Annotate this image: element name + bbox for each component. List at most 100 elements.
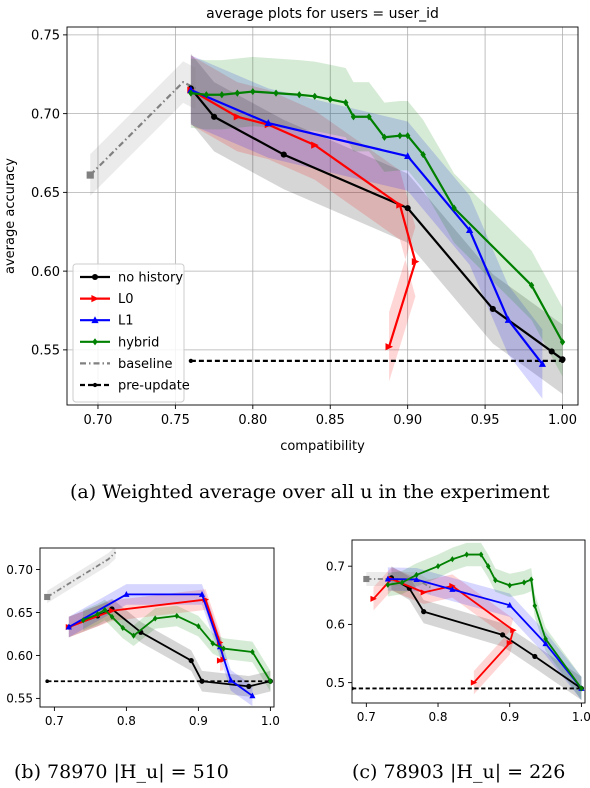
band-baseline — [47, 548, 116, 604]
x-tick-label: 0.9 — [189, 714, 208, 728]
point-hybrid — [312, 92, 318, 100]
y-tick-label: 0.55 — [6, 692, 33, 706]
point-hybrid — [109, 613, 115, 620]
y-tick-label: 0.55 — [31, 344, 60, 359]
point-L1 — [187, 86, 195, 93]
point-hybrid — [464, 551, 470, 558]
series-pre-update — [352, 686, 584, 691]
band-L1 — [190, 55, 543, 399]
y-tick-label: 0.7 — [326, 560, 345, 574]
point-hybrid — [327, 95, 333, 104]
legend-label-pre-update: pre-update — [118, 379, 190, 394]
point-L1 — [198, 591, 206, 597]
point-L0 — [108, 607, 116, 614]
legend-label-no-history: no history — [118, 271, 183, 286]
series-L1 — [187, 86, 546, 367]
point-no-history — [489, 305, 496, 312]
legend-marker-hybrid — [92, 338, 98, 346]
point-L0 — [470, 679, 478, 686]
x-tick-label: 0.70 — [83, 413, 112, 428]
chart-c-frame — [351, 539, 586, 704]
point-hybrid — [221, 645, 226, 652]
x-tick-label: 0.8 — [428, 710, 447, 724]
caption-a-text: (a) Weighted average over all u in the e… — [70, 481, 550, 503]
legend-label-baseline: baseline — [118, 357, 172, 372]
point-hybrid — [521, 579, 527, 586]
caption-a: (a) Weighted average over all u in the e… — [70, 481, 550, 503]
point-hybrid — [203, 91, 210, 99]
chart-a: 0.70 0.75 0.80 0.85 0.90 0.95 1.00 0.55 0.60 0.65… — [3, 6, 579, 454]
point-L0 — [510, 627, 517, 634]
chart-b-frame — [39, 547, 275, 708]
point-no-history — [199, 678, 205, 684]
point-L0 — [449, 582, 456, 590]
point-hybrid — [420, 150, 426, 159]
point-baseline — [86, 171, 94, 179]
point-L0 — [420, 589, 428, 596]
point-no-history — [548, 348, 555, 355]
point-hybrid — [80, 617, 86, 624]
point-L0 — [233, 113, 242, 121]
point-L0 — [311, 141, 319, 149]
point-hybrid — [404, 132, 411, 140]
point-pre-update — [188, 358, 194, 364]
series-line-baseline — [46, 551, 117, 598]
series-baseline — [44, 551, 117, 601]
point-hybrid — [478, 551, 484, 558]
caption-b-text: (b) 78970 |H_u| = 510 — [14, 761, 229, 783]
point-L1 — [449, 586, 456, 592]
x-tick-label: 0.95 — [471, 413, 500, 428]
chart-c-bands — [366, 542, 582, 701]
series-hybrid — [385, 551, 584, 692]
point-hybrid — [579, 685, 584, 692]
chart-a-bands — [90, 53, 563, 399]
point-no-history — [188, 657, 194, 664]
point-hybrid — [131, 632, 136, 639]
legend-label-L1: L1 — [118, 314, 134, 329]
y-tick-label: 0.60 — [31, 265, 60, 280]
x-tick-label: 0.80 — [238, 413, 267, 428]
point-L1 — [249, 692, 256, 699]
point-hybrid — [532, 602, 538, 609]
legend: no history L0 L1 hybrid baseline pre-update — [72, 263, 190, 403]
point-L1 — [65, 623, 72, 630]
band-L0 — [373, 567, 514, 695]
series-L1 — [65, 591, 256, 699]
point-baseline — [44, 593, 51, 601]
point-hybrid — [493, 577, 498, 584]
point-L1 — [264, 119, 272, 126]
series-hybrid — [80, 606, 273, 685]
point-hybrid — [543, 635, 548, 643]
series-line-no-history — [390, 577, 582, 690]
x-tick-label: 0.90 — [393, 413, 422, 428]
point-no-history — [280, 151, 287, 158]
point-hybrid — [435, 563, 441, 570]
legend-marker-no-history — [91, 273, 99, 281]
band-hybrid — [190, 56, 563, 377]
chart-title: average plots for users = user_id — [206, 6, 439, 22]
point-L1 — [404, 152, 412, 160]
legend-label-hybrid: hybrid — [118, 335, 159, 350]
x-tick-label: 0.85 — [316, 413, 345, 428]
point-hybrid — [102, 606, 108, 613]
point-L1 — [466, 226, 474, 234]
y-tick-label: 0.65 — [31, 186, 60, 201]
x-tick-label: 0.7 — [45, 714, 64, 728]
band-hybrid — [387, 542, 582, 701]
point-no-history — [532, 653, 538, 660]
point-hybrid — [528, 281, 535, 289]
point-hybrid — [414, 571, 419, 578]
point-L1 — [506, 601, 513, 608]
band-L0 — [190, 55, 416, 382]
point-L0 — [370, 595, 377, 602]
point-no-history — [559, 356, 566, 363]
point-L0 — [411, 258, 420, 266]
point-hybrid — [268, 678, 273, 685]
point-baseline — [363, 575, 370, 583]
band-L0 — [68, 589, 224, 671]
point-L0 — [396, 201, 404, 209]
x-tick-label: 1.0 — [261, 714, 280, 728]
band-baseline — [90, 61, 196, 196]
caption-c-text: (c) 78903 |H_u| = 226 — [352, 761, 566, 783]
point-hybrid — [451, 204, 457, 212]
